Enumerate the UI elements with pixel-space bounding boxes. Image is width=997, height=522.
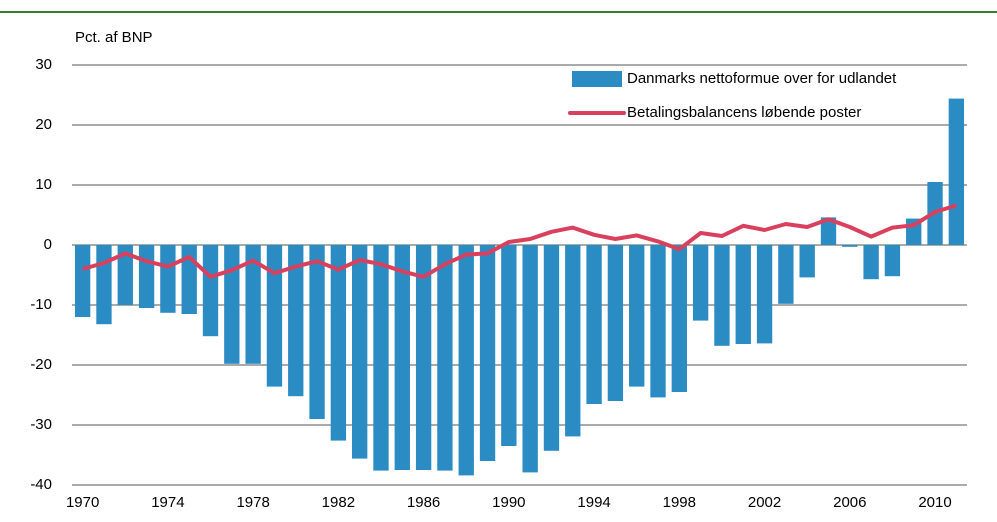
x-tick-label: 2010 [918, 494, 951, 511]
bar [330, 245, 347, 441]
bar [245, 245, 261, 364]
bar [884, 245, 901, 277]
x-tick-label: 1994 [577, 494, 610, 511]
bar [842, 245, 858, 247]
y-tick-label: 0 [44, 236, 52, 253]
x-tick-label: 1998 [663, 494, 696, 511]
bar [948, 98, 965, 245]
bar [714, 245, 730, 346]
bar [138, 245, 155, 308]
bar [607, 245, 624, 401]
x-tick-label: 1974 [151, 494, 184, 511]
bar [224, 245, 240, 364]
y-tick-label: -10 [30, 296, 52, 313]
x-tick-label: 2002 [748, 494, 781, 511]
bar [309, 245, 325, 419]
bar [692, 245, 709, 321]
x-tick-label: 1970 [66, 494, 99, 511]
bar [863, 245, 879, 280]
bar [266, 245, 283, 387]
bar [352, 245, 368, 459]
bar [799, 245, 815, 278]
line [82, 203, 957, 279]
y-tick-label: -30 [30, 416, 52, 433]
bar [394, 245, 410, 470]
bar [74, 245, 91, 317]
bar [501, 245, 517, 446]
bar [373, 245, 389, 471]
bar [756, 245, 773, 344]
x-tick-label: 2006 [833, 494, 866, 511]
bar [820, 217, 837, 245]
bar [522, 245, 538, 473]
bar [586, 245, 602, 404]
y-tick-label: 10 [35, 176, 52, 193]
bar [650, 245, 666, 398]
y-tick-label: -20 [30, 356, 52, 373]
bar [671, 245, 687, 392]
x-tick-label: 1990 [492, 494, 525, 511]
bar [202, 245, 219, 337]
x-tick-label: 1982 [322, 494, 355, 511]
bar [458, 245, 474, 476]
legend-label: Betalingsbalancens løbende poster [627, 104, 861, 121]
bar [160, 245, 176, 313]
bar [288, 245, 304, 397]
bar [479, 245, 496, 461]
y-tick-label: 20 [35, 116, 52, 133]
y-axis-label: Pct. af BNP [75, 29, 153, 46]
y-tick-label: 30 [35, 56, 52, 73]
bar [778, 245, 794, 304]
bar [96, 245, 112, 325]
x-tick-label: 1978 [236, 494, 269, 511]
y-tick-label: -40 [30, 476, 52, 493]
bar [735, 245, 751, 344]
bar [629, 245, 645, 387]
bar [437, 245, 453, 471]
bar [117, 245, 133, 305]
bar [415, 245, 432, 470]
legend-label: Danmarks nettoformue over for udlandet [627, 70, 897, 87]
x-tick-label: 1986 [407, 494, 440, 511]
bar [543, 245, 560, 451]
bar [565, 245, 581, 437]
legend-swatch [572, 71, 622, 87]
